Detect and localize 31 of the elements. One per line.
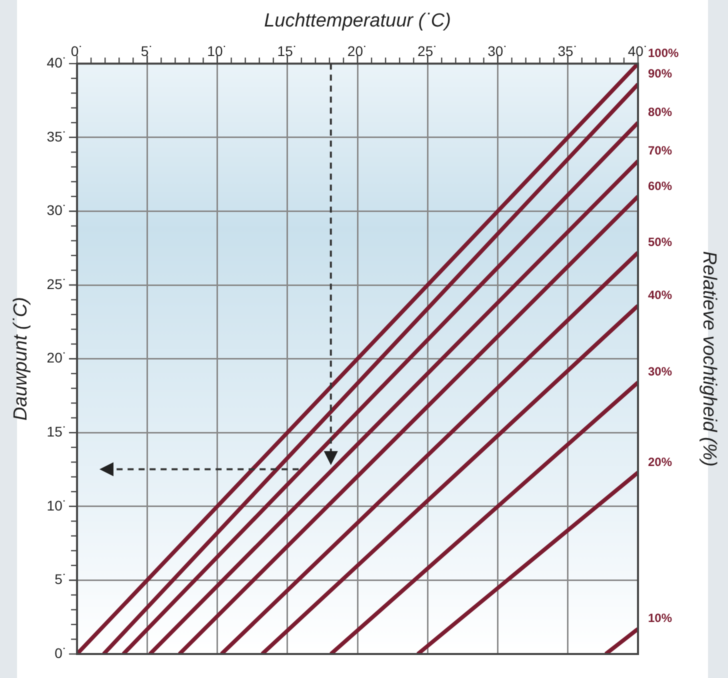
x-tick-label: 10˙ — [207, 43, 228, 60]
x-tick-label: 35˙ — [558, 43, 578, 60]
series-label: 70% — [648, 143, 672, 158]
series-label: 30% — [648, 364, 672, 379]
series-label: 20% — [648, 454, 672, 469]
y-tick-label: 10˙ — [46, 497, 68, 514]
x-tick-label: 15˙ — [277, 43, 298, 60]
y-tick-label: 30˙ — [46, 202, 68, 218]
y-tick-label: 5˙ — [54, 571, 68, 588]
series-label: 50% — [648, 234, 672, 249]
x-tick-label: 25˙ — [418, 43, 438, 60]
y-tick-label: 0˙ — [54, 644, 68, 661]
x-tick-label: 40˙ — [628, 43, 648, 60]
y2-axis-title: Relatieve vochtigheid (%) — [698, 251, 720, 467]
y-tick-label: 25˙ — [46, 276, 68, 292]
x-tick-label: 0˙ — [70, 43, 84, 60]
series-label: 40% — [648, 288, 672, 302]
x-tick-label: 5˙ — [140, 43, 154, 60]
y-tick-label: 15˙ — [46, 423, 68, 440]
x-axis-title: Luchttemperatuur (˙C) — [264, 10, 451, 32]
x-tick-label: 20˙ — [347, 43, 368, 60]
y-tick-label: 35˙ — [46, 128, 68, 144]
series-label: 80% — [648, 104, 672, 119]
series-label: 60% — [648, 178, 672, 193]
series-label: 90% — [648, 66, 672, 81]
y-tick-label: 20˙ — [46, 350, 68, 366]
x-tick-label: 30˙ — [488, 43, 508, 60]
y-axis-title: Dauwpunt (˙C) — [10, 297, 32, 421]
series-label: 100% — [648, 46, 680, 60]
series-label: 10% — [648, 611, 672, 626]
y-tick-label: 40˙ — [46, 54, 68, 70]
